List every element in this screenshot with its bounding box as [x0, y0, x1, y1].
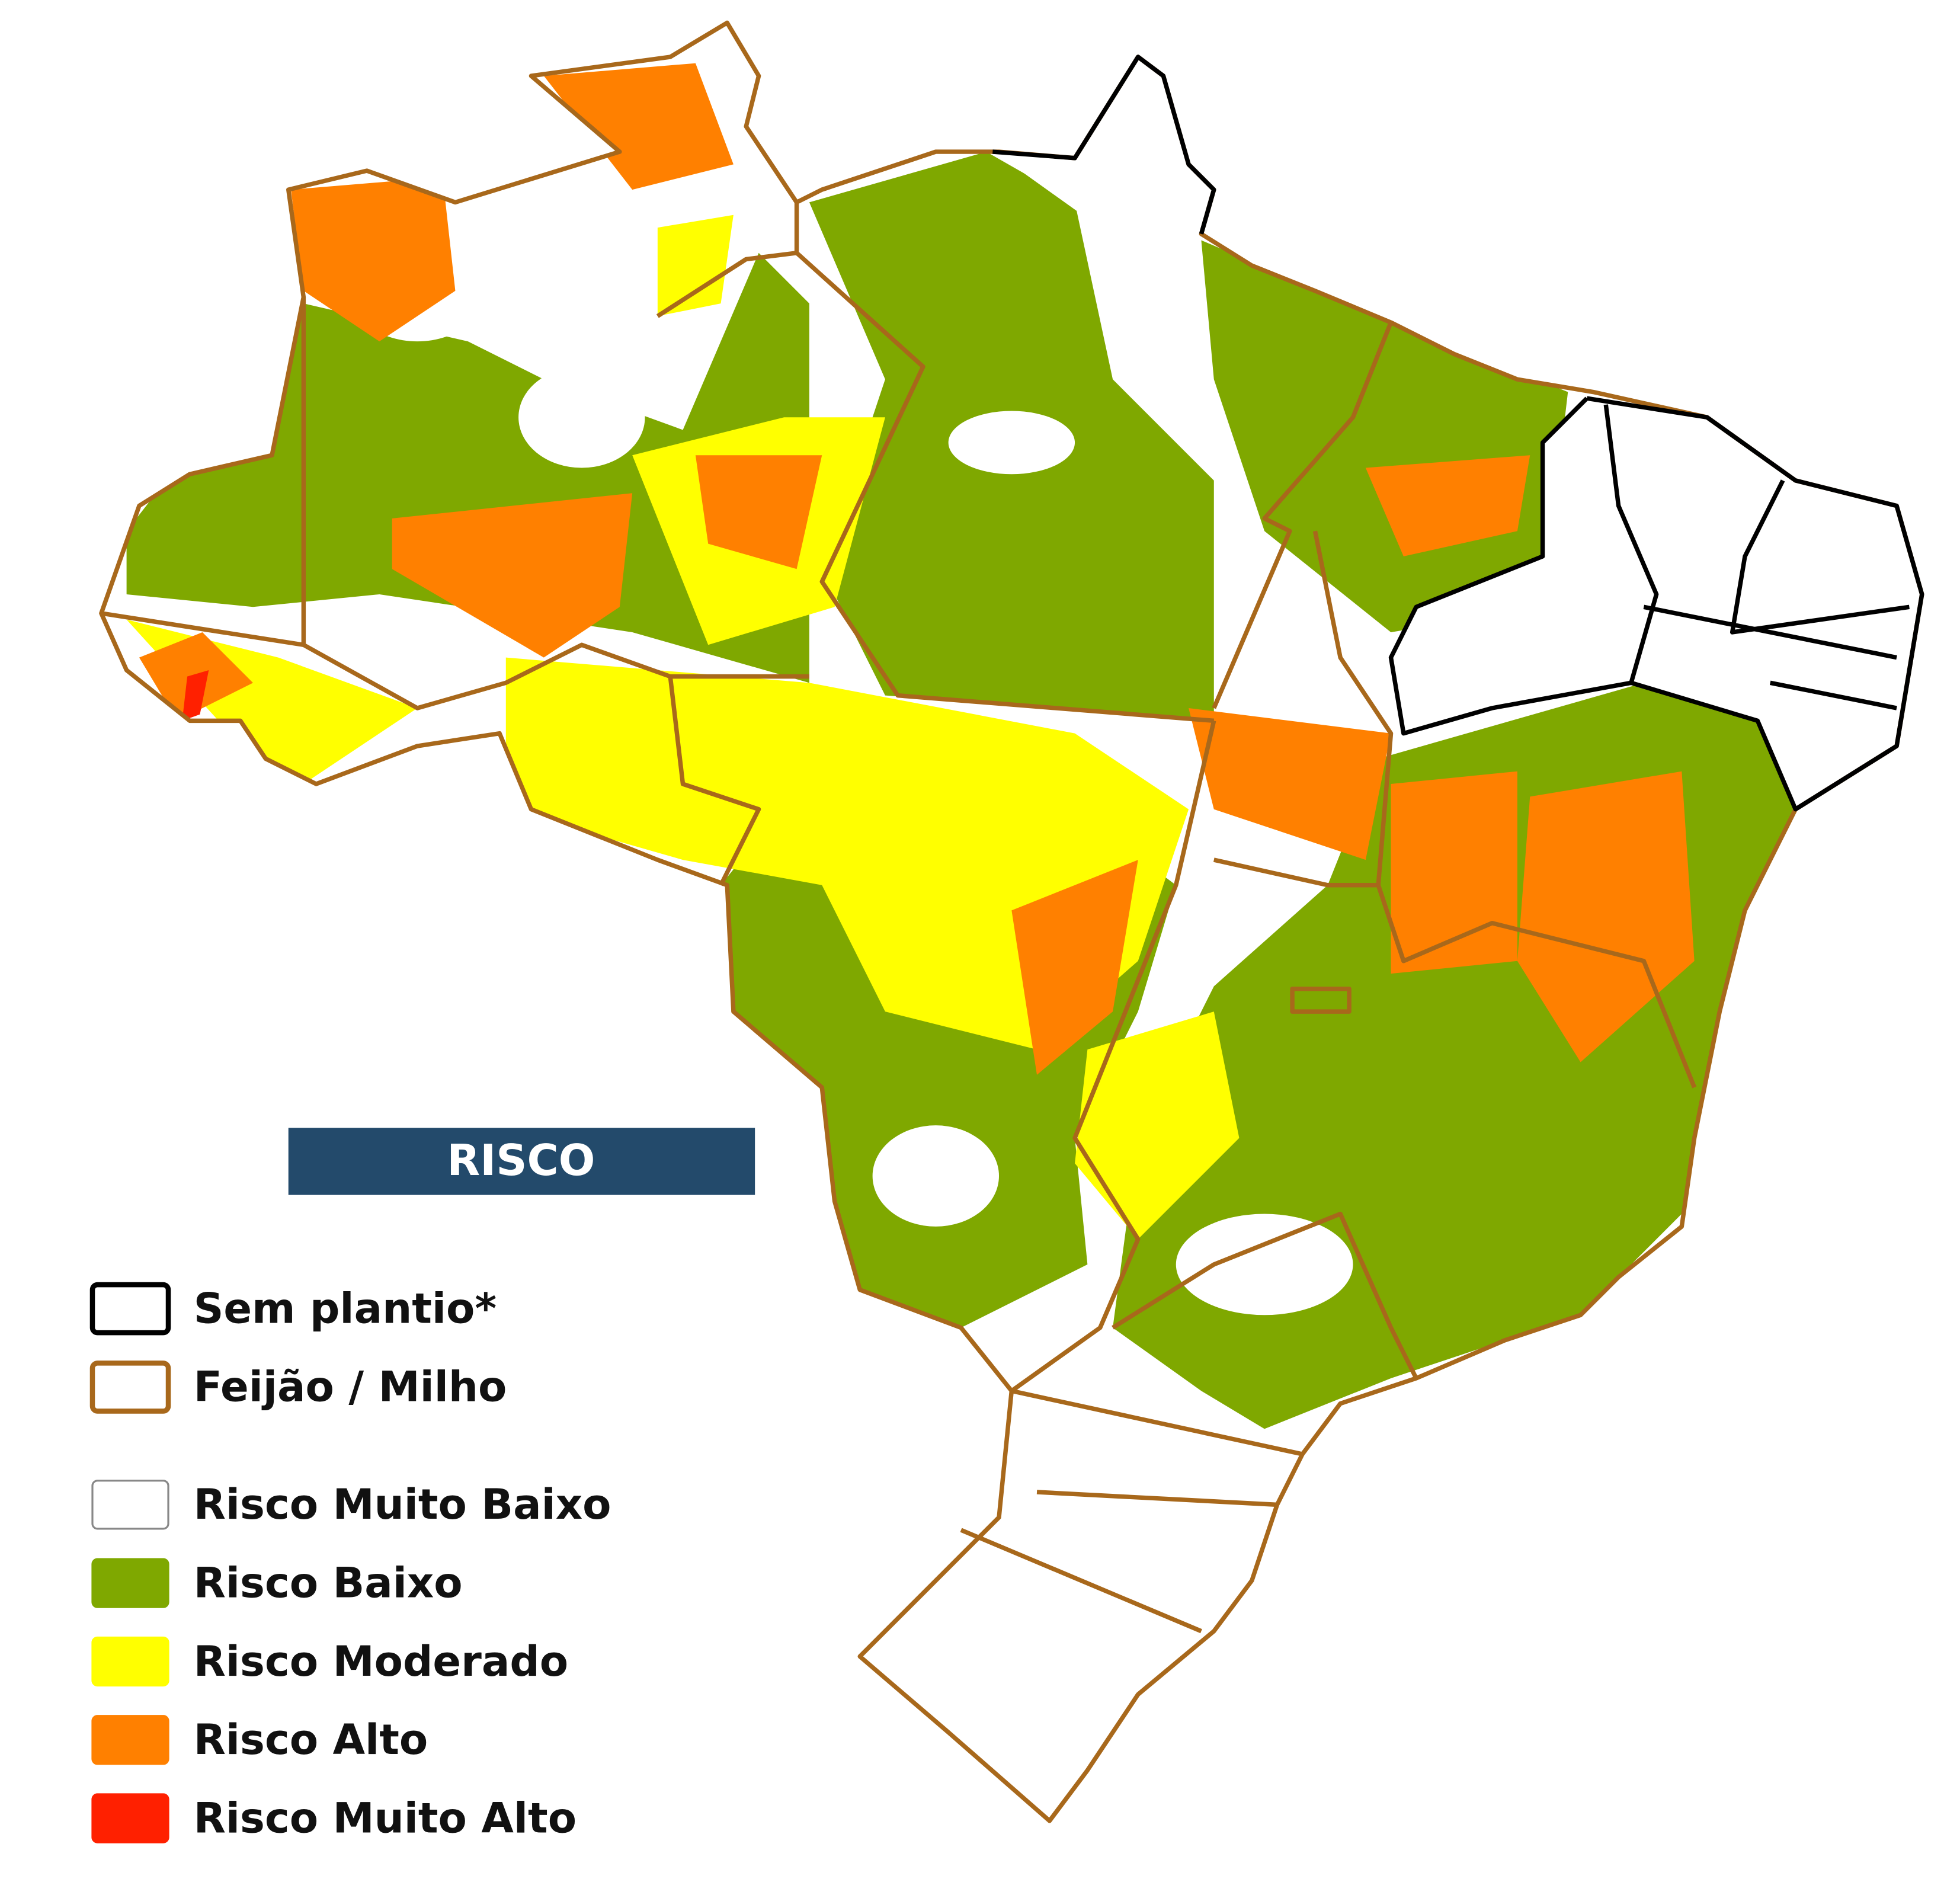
legend-label: Risco Muito Baixo	[194, 1480, 611, 1529]
legend-swatch	[91, 1793, 169, 1843]
legend: Sem plantio* Feijão / Milho Risco Muito Ba…	[89, 1282, 611, 1843]
area-high	[392, 493, 633, 658]
area-high	[1011, 860, 1138, 1075]
area-very-low	[948, 411, 1075, 475]
area-very-low	[872, 1125, 1000, 1227]
legend-swatch	[91, 1715, 169, 1765]
area-very-low	[860, 1403, 1277, 1821]
legend-swatch	[91, 1558, 169, 1608]
area-no-planting	[1391, 398, 1922, 809]
area-very-high	[182, 670, 209, 721]
legend-swatch	[89, 1282, 171, 1336]
area-high	[543, 63, 734, 190]
area-no-planting	[992, 57, 1214, 310]
state-borders	[101, 202, 1697, 1634]
area-very-low	[1176, 1214, 1353, 1315]
legend-label: Risco Muito Alto	[194, 1794, 577, 1842]
area-high	[1365, 455, 1530, 556]
no-planting-borders	[992, 55, 1924, 812]
area-moderate	[657, 215, 734, 316]
legend-label: Risco Baixo	[194, 1558, 463, 1607]
area-very-low	[518, 366, 645, 468]
legend-label: Risco Alto	[194, 1715, 428, 1764]
area-high	[1517, 771, 1695, 1062]
legend-title: RISCO	[447, 1136, 595, 1186]
legend-label: Feijão / Milho	[194, 1363, 507, 1411]
legend-swatch	[91, 1636, 169, 1687]
legend-title-banner	[288, 1128, 755, 1195]
area-low	[126, 252, 809, 683]
legend-label: Risco Moderado	[194, 1637, 568, 1686]
legend-swatch	[89, 1361, 171, 1414]
area-high	[695, 455, 822, 569]
legend-label: Sem plantio*	[194, 1284, 497, 1333]
area-high	[1391, 771, 1517, 974]
area-high	[291, 177, 456, 342]
area-moderate	[1075, 1011, 1240, 1240]
area-high	[1189, 708, 1391, 860]
legend-swatch	[91, 1480, 169, 1530]
